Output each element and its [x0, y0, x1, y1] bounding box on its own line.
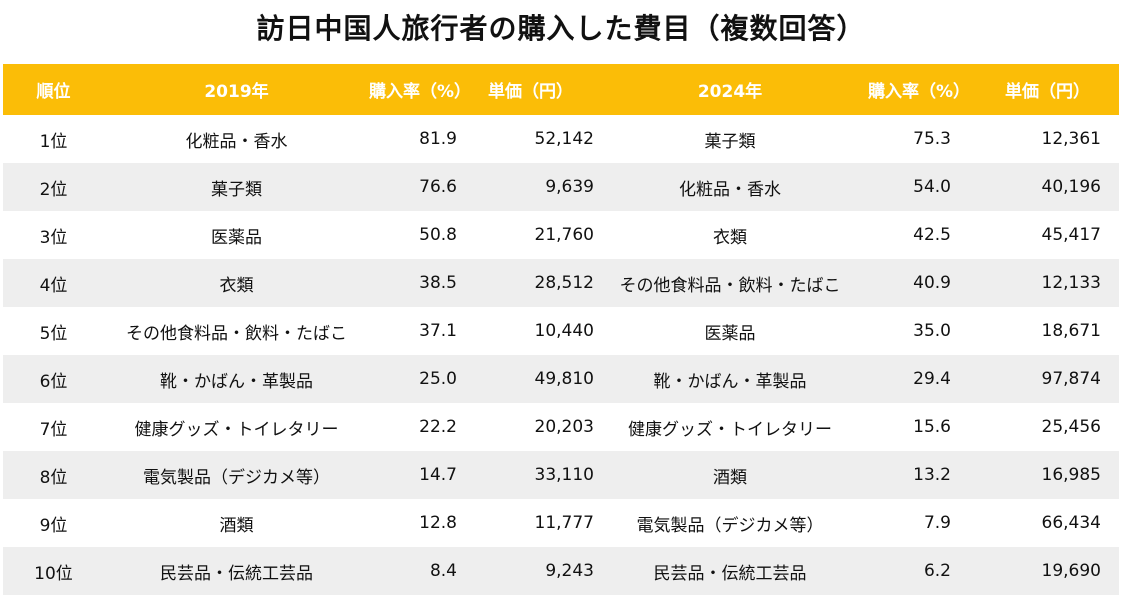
rate-2024-cell: 13.2 [913, 465, 951, 485]
item-2024-cell: 靴・かばん・革製品 [653, 371, 807, 392]
rate-2024-cell: 6.2 [923, 561, 951, 581]
price-2024-cell: 16,985 [1041, 465, 1101, 485]
price-2024-cell: 25,456 [1041, 417, 1101, 437]
rate-2024-cell: 75.3 [913, 129, 951, 149]
table-row: 5位 その他食料品・飲料・たばこ 37.1 10,440 医薬品 35.0 18,671 [3, 307, 1119, 355]
item-2019-cell: 医薬品 [211, 227, 262, 248]
page-title: 訪日中国人旅行者の購入した費目（複数回答） [256, 12, 866, 45]
rank-cell: 8位 [39, 467, 68, 488]
header-2024-rate: 購入率（%） [867, 82, 971, 102]
table-header-row: 順位 2019年 購入率（%） 単価（円） 2024年 購入率（%） 単価（円） [3, 64, 1119, 115]
price-2019-cell: 52,142 [534, 129, 594, 149]
price-2019-cell: 11,777 [534, 513, 594, 533]
rate-2024-cell: 29.4 [913, 369, 951, 389]
price-2019-cell: 20,203 [534, 417, 594, 437]
table-row: 1位 化粧品・香水 81.9 52,142 菓子類 75.3 12,361 [3, 115, 1119, 163]
table-row: 9位 酒類 12.8 11,777 電気製品（デジカメ等） 7.9 66,434 [3, 499, 1119, 547]
price-2019-cell: 21,760 [534, 225, 594, 245]
rank-cell: 10位 [34, 563, 73, 584]
rate-2019-cell: 22.2 [419, 417, 457, 437]
ranking-table: 順位 2019年 購入率（%） 単価（円） 2024年 購入率（%） 単価（円）… [3, 64, 1119, 595]
price-2024-cell: 19,690 [1041, 561, 1101, 581]
rate-2019-cell: 50.8 [419, 225, 457, 245]
item-2019-cell: 酒類 [219, 515, 254, 536]
rate-2019-cell: 12.8 [419, 513, 457, 533]
rate-2019-cell: 37.1 [419, 321, 457, 341]
price-2024-cell: 12,361 [1041, 129, 1101, 149]
rank-cell: 4位 [39, 275, 68, 296]
item-2019-cell: 健康グッズ・トイレタリー [134, 419, 339, 440]
price-2024-cell: 40,196 [1041, 177, 1101, 197]
price-2019-cell: 28,512 [534, 273, 594, 293]
rank-cell: 1位 [39, 131, 68, 152]
item-2024-cell: 医薬品 [704, 323, 756, 344]
price-2024-cell: 97,874 [1041, 369, 1101, 389]
table-row: 10位 民芸品・伝統工芸品 8.4 9,243 民芸品・伝統工芸品 6.2 19,690 [3, 547, 1119, 595]
item-2019-cell: 衣類 [219, 275, 254, 296]
rate-2024-cell: 7.9 [923, 513, 951, 533]
item-2024-cell: その他食料品・飲料・たばこ [619, 275, 841, 296]
rate-2019-cell: 25.0 [419, 369, 457, 389]
header-2024-item: 2024年 [697, 82, 763, 102]
table-row: 8位 電気製品（デジカメ等） 14.7 33,110 酒類 13.2 16,985 [3, 451, 1119, 499]
item-2019-cell: その他食料品・飲料・たばこ [126, 323, 347, 344]
table-row: 6位 靴・かばん・革製品 25.0 49,810 靴・かばん・革製品 29.4 97,874 [3, 355, 1119, 403]
price-2024-cell: 45,417 [1041, 225, 1101, 245]
price-2024-cell: 18,671 [1041, 321, 1101, 341]
rate-2019-cell: 81.9 [419, 129, 457, 149]
header-2019-rate: 購入率（%） [369, 82, 463, 102]
price-2024-cell: 66,434 [1041, 513, 1101, 533]
table-row: 2位 菓子類 76.6 9,639 化粧品・香水 54.0 40,196 [3, 163, 1119, 211]
rank-cell: 9位 [39, 515, 68, 536]
item-2024-cell: 衣類 [713, 227, 747, 248]
price-2019-cell: 10,440 [534, 321, 594, 341]
rate-2019-cell: 38.5 [419, 273, 457, 293]
rate-2019-cell: 14.7 [419, 465, 457, 485]
table-row: 3位 医薬品 50.8 21,760 衣類 42.5 45,417 [3, 211, 1119, 259]
price-2019-cell: 9,243 [545, 561, 594, 581]
item-2024-cell: 健康グッズ・トイレタリー [628, 419, 832, 440]
rate-2024-cell: 15.6 [913, 417, 951, 437]
rank-cell: 7位 [39, 419, 68, 440]
item-2019-cell: 靴・かばん・革製品 [160, 371, 313, 392]
table-row: 7位 健康グッズ・トイレタリー 22.2 20,203 健康グッズ・トイレタリー 15.6… [3, 403, 1119, 451]
item-2019-cell: 電気製品（デジカメ等） [143, 467, 330, 488]
price-2019-cell: 49,810 [534, 369, 594, 389]
rate-2024-cell: 54.0 [913, 177, 951, 197]
rate-2024-cell: 40.9 [913, 273, 951, 293]
rate-2024-cell: 35.0 [913, 321, 951, 341]
item-2024-cell: 菓子類 [704, 131, 756, 152]
header-2019-price: 単価（円） [488, 82, 573, 102]
item-2024-cell: 酒類 [713, 467, 747, 488]
item-2019-cell: 菓子類 [211, 179, 262, 200]
price-2019-cell: 33,110 [534, 465, 594, 485]
item-2019-cell: 化粧品・香水 [185, 131, 288, 152]
rank-cell: 5位 [39, 323, 68, 344]
header-2024-price: 単価（円） [1005, 82, 1090, 102]
price-2019-cell: 9,639 [545, 177, 594, 197]
rank-cell: 6位 [39, 371, 68, 392]
table-body: 1位 化粧品・香水 81.9 52,142 菓子類 75.3 12,361 2位 菓子類 76.6… [3, 115, 1119, 595]
item-2024-cell: 化粧品・香水 [679, 179, 781, 200]
item-2024-cell: 電気製品（デジカメ等） [636, 515, 824, 536]
rate-2019-cell: 76.6 [419, 177, 457, 197]
rate-2019-cell: 8.4 [429, 561, 457, 581]
item-2019-cell: 民芸品・伝統工芸品 [160, 563, 313, 584]
header-rank: 順位 [36, 82, 71, 102]
table-row: 4位 衣類 38.5 28,512 その他食料品・飲料・たばこ 40.9 12,133 [3, 259, 1119, 307]
header-2019-item: 2019年 [204, 82, 269, 102]
rank-cell: 2位 [39, 179, 68, 200]
item-2024-cell: 民芸品・伝統工芸品 [653, 563, 807, 584]
price-2024-cell: 12,133 [1041, 273, 1101, 293]
rate-2024-cell: 42.5 [913, 225, 951, 245]
rank-cell: 3位 [39, 227, 68, 248]
